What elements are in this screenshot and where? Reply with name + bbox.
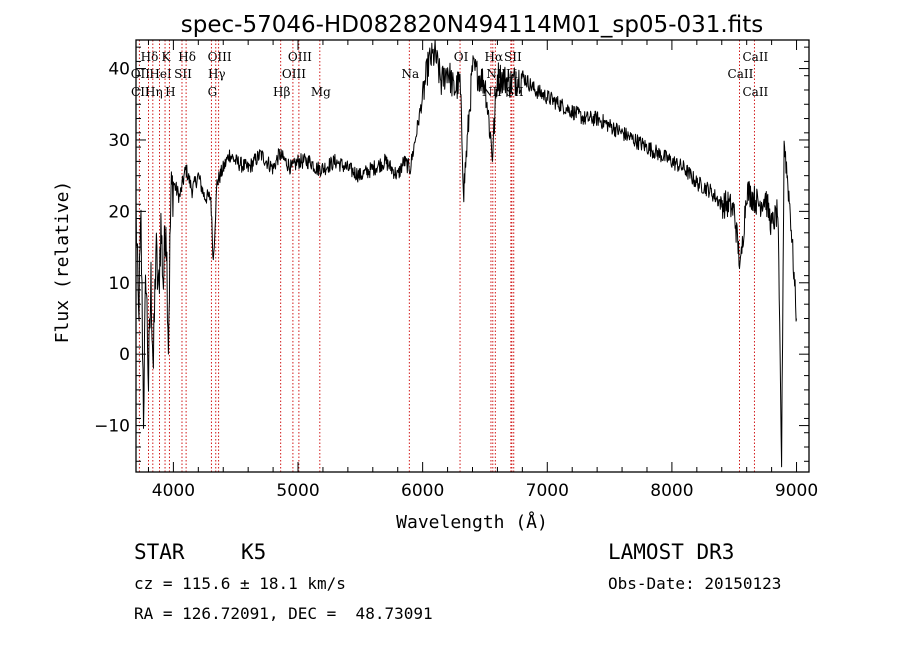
spectral-line-label: CaII bbox=[728, 67, 754, 81]
x-tick-label: 9000 bbox=[775, 481, 818, 501]
observation-date: Obs-Date: 20150123 bbox=[608, 574, 782, 593]
spectral-line-label: OIII bbox=[282, 67, 306, 81]
object-subclass: K5 bbox=[241, 540, 267, 564]
axis-ticks-layer: 4000 5000 6000 7000 8000 9000 −10 0 10 20 30 40 bbox=[94, 40, 818, 501]
spectral-line-label: CaII bbox=[742, 85, 768, 99]
x-tick-label: 5000 bbox=[276, 481, 319, 501]
spectral-line-label: Hδ bbox=[141, 50, 159, 64]
y-tick-label: 40 bbox=[108, 60, 130, 80]
spectral-line-label: Hγ bbox=[208, 67, 226, 81]
spectral-line-label: Mg bbox=[311, 85, 331, 99]
chart-title: spec-57046-HD082820N494114M01_sp05-031.f… bbox=[181, 12, 763, 38]
spectral-line-label: Hη bbox=[145, 85, 163, 99]
x-axis-label: Wavelength (Å) bbox=[396, 511, 548, 533]
spectral-line-label: OII bbox=[131, 67, 151, 81]
survey-name: LAMOST DR3 bbox=[608, 540, 735, 564]
x-tick-label: 6000 bbox=[401, 481, 444, 501]
spectral-line-label: Hα bbox=[485, 50, 504, 64]
spectral-line-label: OIII bbox=[288, 50, 312, 64]
spectral-line-label: Li bbox=[506, 67, 518, 81]
y-tick-label: 0 bbox=[119, 345, 130, 365]
y-axis-label: Flux (relative) bbox=[52, 181, 73, 344]
spectral-line-label: OIII bbox=[208, 50, 232, 64]
spectral-line-label: OI bbox=[454, 50, 469, 64]
spectral-line-label: SII bbox=[504, 50, 522, 64]
flux-series-line bbox=[135, 39, 797, 468]
spectral-line-label: SII bbox=[174, 67, 192, 81]
x-tick-label: 8000 bbox=[650, 481, 693, 501]
spectral-line-label: HeI bbox=[149, 67, 172, 81]
object-class: STAR bbox=[134, 540, 185, 564]
plot-frame bbox=[135, 39, 810, 473]
x-tick-label: 4000 bbox=[152, 481, 195, 501]
redshift-velocity: cz = 115.6 ± 18.1 km/s bbox=[134, 574, 346, 593]
y-tick-label: 30 bbox=[108, 131, 130, 151]
coordinates: RA = 126.72091, DEC = 48.73091 bbox=[134, 604, 433, 623]
y-tick-label: −10 bbox=[94, 417, 130, 437]
spectral-line-label: Hδ bbox=[178, 50, 196, 64]
spectral-line-label: Hβ bbox=[273, 85, 290, 99]
y-tick-label: 20 bbox=[108, 202, 130, 222]
spectral-line-label: H bbox=[165, 85, 175, 99]
y-tick-label: 10 bbox=[108, 274, 130, 294]
spectral-line-label: Na bbox=[401, 67, 419, 81]
x-tick-label: 7000 bbox=[526, 481, 569, 501]
spectrum-layer bbox=[135, 39, 797, 468]
spectral-line-label: G bbox=[208, 85, 218, 99]
spectral-line-label: K bbox=[162, 50, 172, 64]
spectral-line-label: CaII bbox=[742, 50, 768, 64]
